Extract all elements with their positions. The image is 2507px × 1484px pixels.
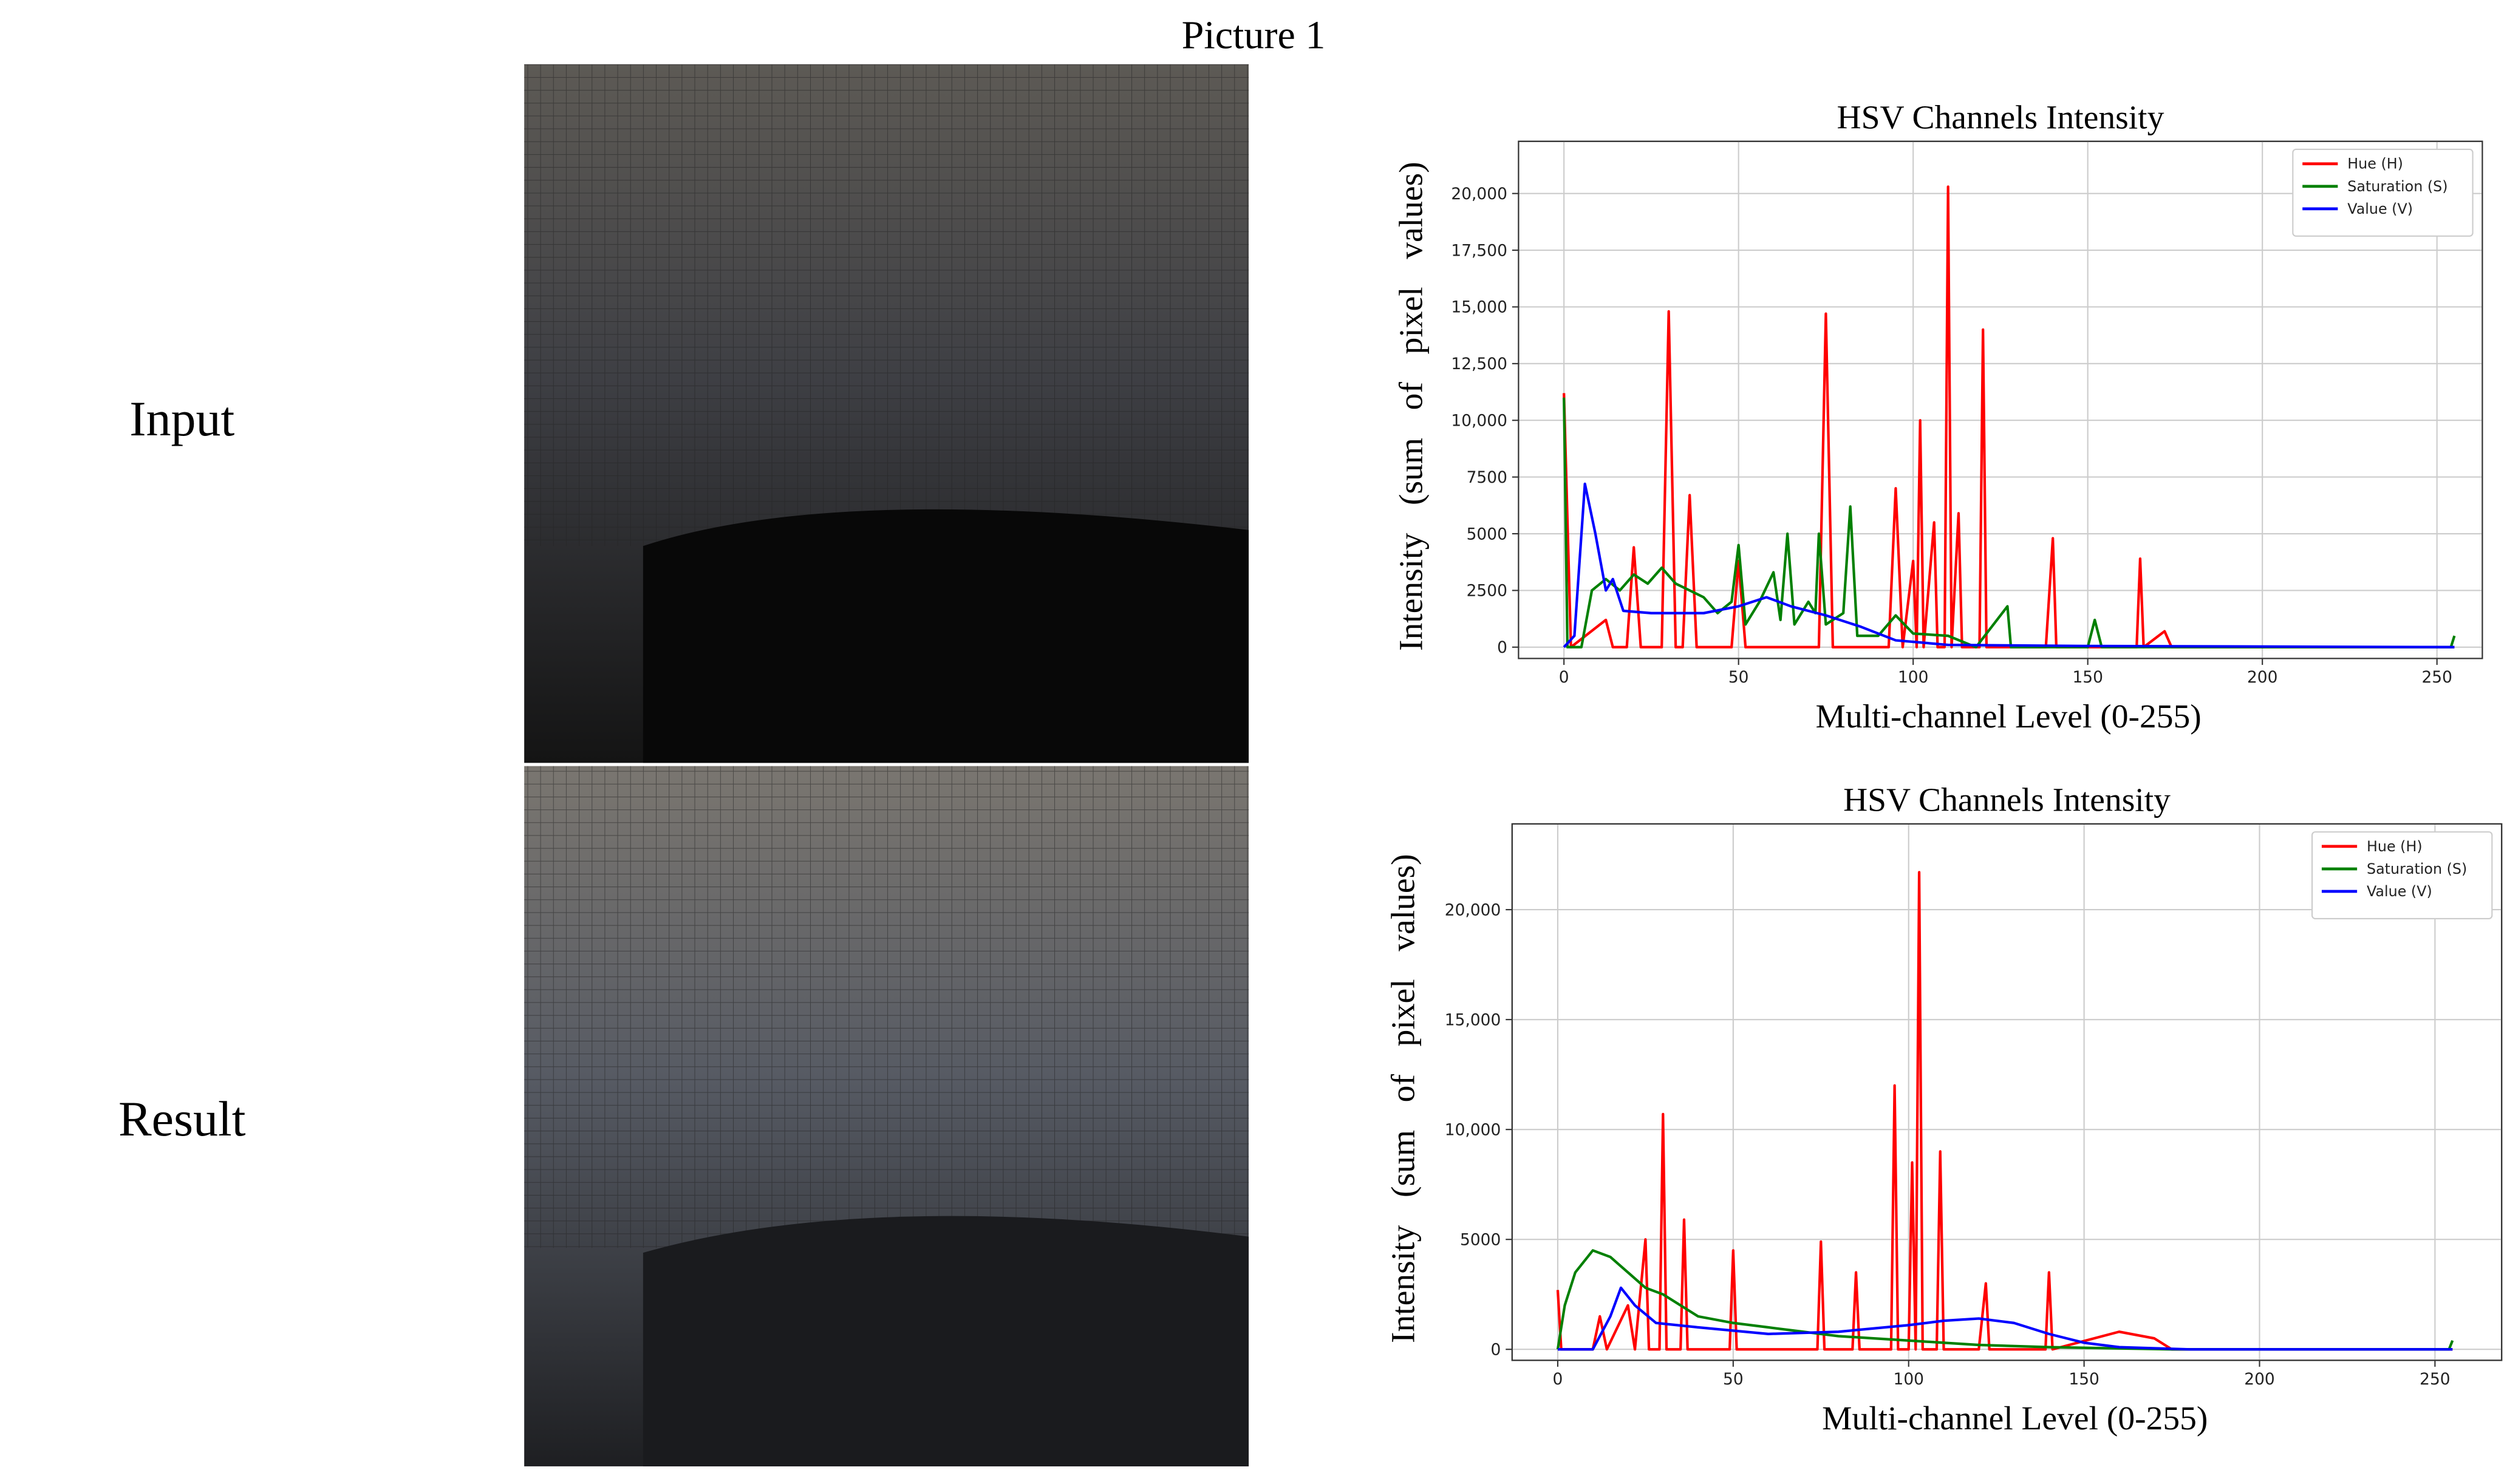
legend-label: Hue (H) <box>2367 838 2423 855</box>
legend-label: Saturation (S) <box>2347 178 2447 195</box>
y-tick-label: 5000 <box>1467 525 1507 543</box>
y-tick-label: 15,000 <box>1445 1010 1501 1029</box>
series-line <box>1556 1249 2454 1351</box>
x-tick-label: 0 <box>1559 668 1569 687</box>
row-label: Result <box>118 1091 246 1146</box>
legend-label: Value (V) <box>2347 200 2413 217</box>
y-tick-label: 7500 <box>1467 468 1507 487</box>
x-tick-label: 150 <box>2072 668 2103 687</box>
x-tick-label: 50 <box>1728 668 1749 687</box>
legend-box <box>2311 831 2493 920</box>
x-tick-label: 0 <box>1553 1370 1563 1389</box>
x-axis-label: Multi-channel Level (0-255) <box>1816 698 2202 735</box>
y-tick-label: 20,000 <box>1451 185 1507 203</box>
result-photo <box>524 766 1249 1466</box>
x-tick-label: 200 <box>2244 1370 2274 1389</box>
series-line <box>1563 482 2455 648</box>
y-tick-label: 10,000 <box>1451 411 1507 430</box>
y-tick-label: 12,500 <box>1451 355 1507 373</box>
legend-label: Hue (H) <box>2347 155 2403 172</box>
y-tick-label: 0 <box>1497 638 1507 657</box>
legend-box <box>2292 148 2474 237</box>
figure-title: Picture 1 <box>1182 13 1326 57</box>
y-axis-label: Intensity (sum of pixel values) <box>1393 162 1430 651</box>
plot-frame <box>1518 140 2483 659</box>
legend-label: Value (V) <box>2367 883 2432 900</box>
y-axis-label: Intensity (sum of pixel values) <box>1385 854 1422 1343</box>
series-line <box>1563 397 2456 648</box>
x-axis-label: Multi-channel Level (0-255) <box>1822 1400 2208 1437</box>
input-photo <box>524 64 1249 763</box>
chart-title: HSV Channels Intensity <box>1843 782 2171 819</box>
x-tick-label: 100 <box>1898 668 1928 687</box>
chart-title: HSV Channels Intensity <box>1837 100 2164 137</box>
series-line <box>1557 1286 2453 1351</box>
row-label: Input <box>129 391 234 446</box>
legend-label: Saturation (S) <box>2367 860 2467 877</box>
x-tick-label: 150 <box>2069 1370 2099 1389</box>
y-tick-label: 17,500 <box>1451 241 1507 260</box>
x-tick-label: 200 <box>2247 668 2277 687</box>
series-line <box>1563 185 2455 648</box>
x-tick-label: 100 <box>1894 1370 1924 1389</box>
y-tick-label: 20,000 <box>1445 900 1501 919</box>
x-tick-label: 250 <box>2421 668 2452 687</box>
y-tick-label: 5000 <box>1460 1230 1501 1249</box>
y-tick-label: 10,000 <box>1445 1120 1501 1139</box>
x-tick-label: 50 <box>1723 1370 1744 1389</box>
y-tick-label: 15,000 <box>1451 298 1507 317</box>
y-tick-label: 0 <box>1491 1340 1501 1359</box>
series-line <box>1556 871 2453 1351</box>
plot-frame <box>1511 823 2503 1361</box>
y-tick-label: 2500 <box>1467 582 1507 601</box>
x-tick-label: 250 <box>2420 1370 2450 1389</box>
